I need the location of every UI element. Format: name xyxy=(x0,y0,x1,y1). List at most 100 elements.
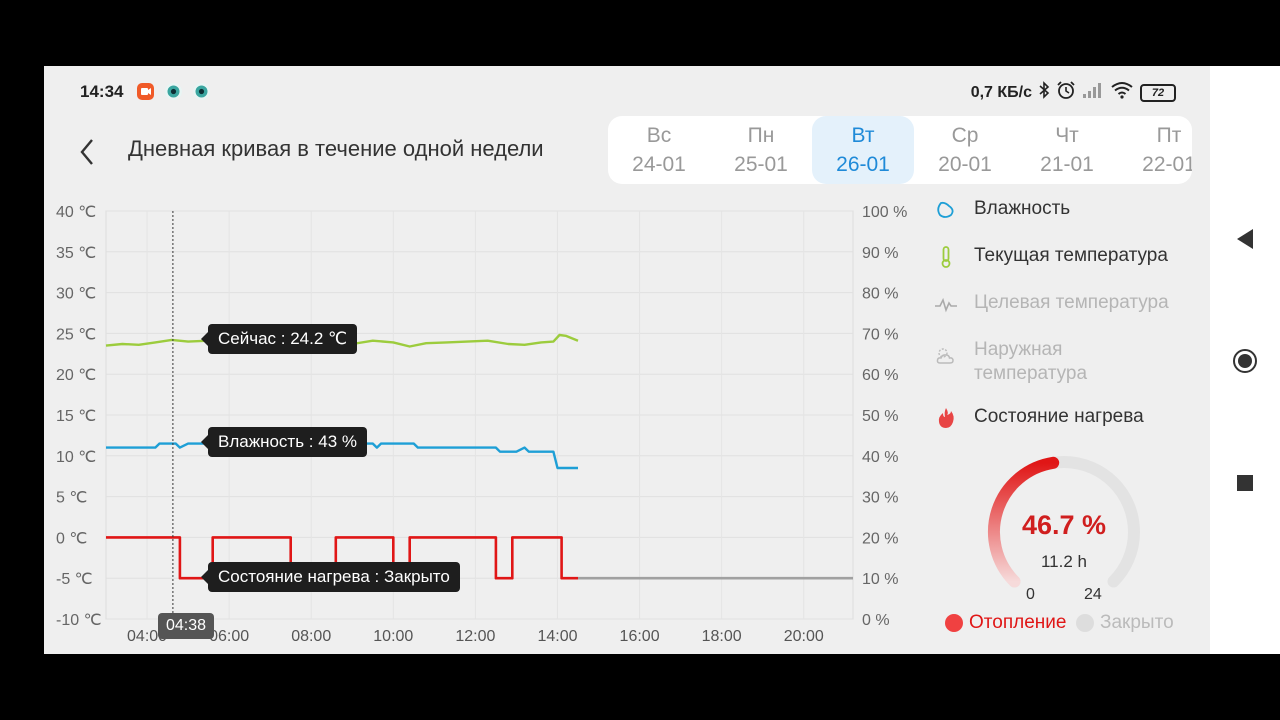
day-of-week: Чт xyxy=(1055,124,1079,147)
day-of-week: Ср xyxy=(951,124,979,147)
y-right-tick-label: 30 % xyxy=(862,490,898,507)
legend-label: Текущая температура xyxy=(974,245,1168,266)
day-of-week: Вт xyxy=(851,124,875,147)
day-date: 21-01 xyxy=(1040,153,1094,176)
y-right-tick-label: 0 % xyxy=(862,612,890,629)
signal-icon xyxy=(1082,81,1104,104)
system-nav-bar xyxy=(1210,66,1280,654)
y-left-tick-label: 20 ℃ xyxy=(56,367,96,384)
y-right-tick-label: 80 % xyxy=(862,286,898,303)
legend-current-temp[interactable]: Текущая температура xyxy=(934,245,1168,269)
legend-humidity[interactable]: Влажность xyxy=(934,198,1070,222)
y-left-tick-label: 35 ℃ xyxy=(56,245,96,262)
humidity-icon xyxy=(934,198,958,222)
app-notification-icon xyxy=(165,83,182,100)
y-right-tick-label: 100 % xyxy=(862,204,907,221)
y-left-tick-label: -5 ℃ xyxy=(56,571,93,588)
app-screen: 14:34 0,7 КБ/с 72 Дневная кривая в течен… xyxy=(44,66,1210,654)
video-app-icon xyxy=(137,83,154,100)
day-tab[interactable]: Ср 20-01 xyxy=(914,116,1016,184)
day-date: 20-01 xyxy=(938,153,992,176)
legend-label: Целевая температура xyxy=(974,292,1169,313)
day-date: 24-01 xyxy=(632,153,686,176)
cloud-sun-icon xyxy=(934,344,958,368)
legend-label: Наружная температура xyxy=(974,338,1087,386)
x-tick-label: 08:00 xyxy=(291,628,331,645)
red-dot-icon xyxy=(945,614,963,632)
status-right: 0,7 КБ/с 72 xyxy=(971,80,1176,105)
y-right-tick-label: 40 % xyxy=(862,449,898,466)
nav-home-button[interactable] xyxy=(1232,348,1258,379)
legend-outdoor-temp[interactable]: Наружная температура xyxy=(934,338,1087,386)
tooltip-heating-state: Состояние нагрева : Закрыто xyxy=(201,562,460,592)
day-tab[interactable]: Вс 24-01 xyxy=(608,116,710,184)
square-recents-icon xyxy=(1237,475,1253,491)
gauge-max-label: 24 xyxy=(1084,586,1102,603)
wifi-icon xyxy=(1110,81,1134,104)
day-date: 25-01 xyxy=(734,153,788,176)
circle-home-icon xyxy=(1233,349,1257,373)
page-title: Дневная кривая в течение одной недели xyxy=(128,136,544,161)
day-of-week: Пт xyxy=(1156,124,1182,147)
battery-indicator: 72 xyxy=(1140,83,1176,102)
day-date: 22-01 xyxy=(1142,153,1192,176)
gauge-legend-label: Закрыто xyxy=(1100,612,1174,633)
x-tick-label: 04:00 xyxy=(127,628,167,645)
tooltip-humidity: Влажность : 43 % xyxy=(201,427,367,457)
day-of-week: Вс xyxy=(646,124,672,147)
app-notification-icon xyxy=(193,83,210,100)
back-button[interactable] xyxy=(72,132,104,172)
x-tick-label: 14:00 xyxy=(537,628,577,645)
daily-curve-chart: 40 ℃ 35 ℃ 30 ℃ 25 ℃ 20 ℃ 15 ℃ 10 ℃ 5 ℃ 0 ℃ -5 ℃ -1… xyxy=(56,204,907,645)
nav-recents-button[interactable] xyxy=(1236,474,1254,497)
heating-gauge xyxy=(987,456,1140,588)
y-left-tick-label: 0 ℃ xyxy=(56,530,87,547)
flame-icon xyxy=(934,406,958,430)
gauge-legend-label: Отопление xyxy=(969,612,1067,633)
series-line-humidity xyxy=(106,442,578,470)
y-left-tick-label: -10 ℃ xyxy=(56,612,102,629)
legend-label: Влажность xyxy=(974,198,1071,219)
day-tab[interactable]: Чт 21-01 xyxy=(1016,116,1118,184)
day-of-week: Пн xyxy=(747,124,775,147)
y-left-tick-label: 25 ℃ xyxy=(56,326,96,343)
triangle-back-icon xyxy=(1237,229,1253,249)
x-tick-label: 16:00 xyxy=(620,628,660,645)
gauge-legend-closed: Закрыто xyxy=(1076,612,1174,634)
y-right-tick-label: 50 % xyxy=(862,408,898,425)
bluetooth-icon xyxy=(1038,81,1050,104)
y-right-tick-label: 90 % xyxy=(862,245,898,262)
tooltip-current-temp: Сейчас : 24.2 ℃ xyxy=(200,324,358,354)
y-left-tick-label: 5 ℃ xyxy=(56,490,87,507)
pulse-icon xyxy=(934,292,958,316)
legend-heating-state[interactable]: Состояние нагрева xyxy=(934,406,1144,430)
legend-label-line: температура xyxy=(974,363,1088,384)
cursor-time-label: 04:38 xyxy=(158,613,215,639)
day-tab-selected[interactable]: Вт 26-01 xyxy=(812,116,914,184)
x-tick-label: 18:00 xyxy=(702,628,742,645)
y-left-tick-label: 40 ℃ xyxy=(56,204,96,221)
y-left-tick-label: 30 ℃ xyxy=(56,286,96,303)
day-tab[interactable]: Пт 22-01 xyxy=(1118,116,1192,184)
gray-dot-icon xyxy=(1076,614,1094,632)
day-date: 26-01 xyxy=(836,153,890,176)
nav-back-button[interactable] xyxy=(1235,228,1255,255)
legend-target-temp[interactable]: Целевая температура xyxy=(934,292,1169,316)
day-selector: Вс 24-01 Пн 25-01 Вт 26-01 Ср 20-01 Чт 21-01 … xyxy=(608,116,1192,184)
y-left-tick-label: 10 ℃ xyxy=(56,449,96,466)
x-tick-label: 12:00 xyxy=(455,628,495,645)
net-speed: 0,7 КБ/с xyxy=(970,83,1032,101)
series-line-temp xyxy=(105,333,579,348)
y-left-tick-label: 15 ℃ xyxy=(56,408,96,425)
status-time: 14:34 xyxy=(80,82,124,101)
day-tab[interactable]: Пн 25-01 xyxy=(710,116,812,184)
x-tick-label: 10:00 xyxy=(373,628,413,645)
y-right-tick-label: 10 % xyxy=(862,571,898,588)
gauge-percentage: 46.7 % xyxy=(1021,510,1107,540)
y-right-tick-label: 70 % xyxy=(862,326,898,343)
x-tick-label: 20:00 xyxy=(784,628,824,645)
y-right-tick-label: 60 % xyxy=(862,367,898,384)
chevron-left-icon xyxy=(80,139,93,165)
thermometer-icon xyxy=(934,245,958,269)
y-right-tick-label: 20 % xyxy=(862,530,898,547)
